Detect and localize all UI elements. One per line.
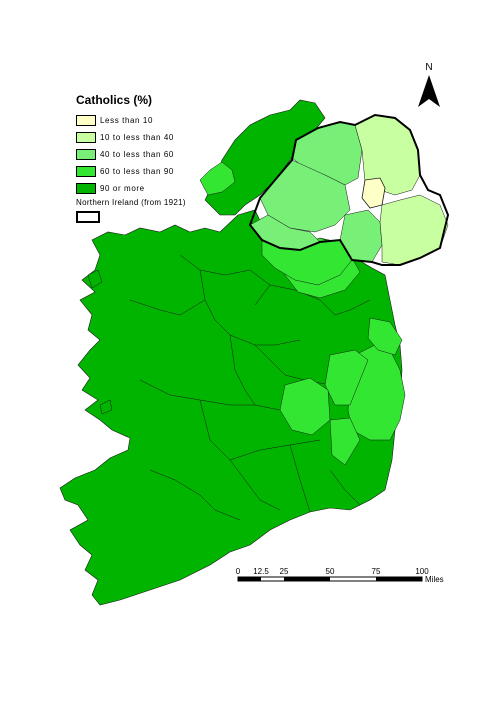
legend-ni-swatch	[76, 211, 100, 223]
legend-item: 40 to less than 60	[76, 147, 246, 162]
legend-item-label: 60 to less than 90	[100, 167, 174, 176]
region-belfast	[361, 177, 386, 209]
legend-swatch	[76, 166, 96, 177]
legend-swatch	[76, 183, 96, 194]
legend-ni-label: Northern Ireland (from 1921)	[76, 198, 186, 207]
legend-swatch	[76, 115, 96, 126]
legend-title: Catholics (%)	[76, 93, 153, 107]
north-arrow: N	[416, 62, 442, 114]
scale-units-label: Miles	[425, 575, 444, 584]
scale-bar-graphic	[237, 576, 423, 582]
region-carlow	[329, 417, 361, 466]
legend-item-label: Less than 10	[100, 116, 154, 125]
scale-tick-label: 50	[325, 567, 335, 576]
region-laois	[279, 377, 331, 436]
scale-tick-label: 75	[371, 567, 381, 576]
region-dublin	[367, 317, 403, 356]
north-letter: N	[425, 62, 433, 73]
legend-item-label: 40 to less than 60	[100, 150, 174, 159]
region-down	[379, 194, 449, 266]
region-kildare	[324, 349, 369, 406]
island-achill	[87, 269, 103, 289]
scale-tick-label: 0	[235, 567, 241, 576]
legend-item-label: 10 to less than 40	[100, 133, 174, 142]
ni-border	[248, 113, 450, 266]
region-donegal-west	[199, 161, 236, 196]
scale-tick-label: 12.5	[253, 567, 269, 576]
legend-item: 90 or more	[76, 181, 246, 196]
legend: Catholics (%) Less than 10 10 to less th…	[76, 93, 246, 223]
island-aran	[99, 399, 113, 415]
legend-item: Less than 10	[76, 113, 246, 128]
north-arrow-icon	[418, 75, 440, 107]
county-boundaries	[129, 254, 371, 521]
scale-tick-label: 100	[415, 567, 429, 576]
legend-swatch	[76, 149, 96, 160]
legend-item: 60 to less than 90	[76, 164, 246, 179]
scale-bar: 0 12.5 25 50 75 100 Miles	[232, 567, 462, 597]
legend-item-label: 90 or more	[100, 184, 145, 193]
legend-swatch	[76, 132, 96, 143]
region-tyrone	[259, 159, 351, 233]
legend-item: 10 to less than 40	[76, 130, 246, 145]
scale-tick-label: 25	[279, 567, 289, 576]
region-donegal	[204, 99, 326, 216]
